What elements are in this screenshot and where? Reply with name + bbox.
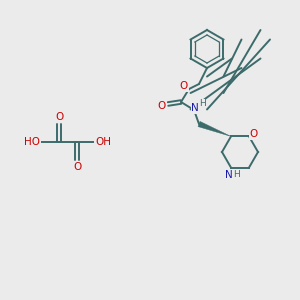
Text: N: N [225,169,233,180]
Text: O: O [180,81,188,91]
Text: N: N [191,103,199,113]
Text: O: O [55,112,63,122]
Text: H: H [199,100,206,109]
Text: H: H [232,170,239,179]
Polygon shape [198,122,231,136]
Text: O: O [250,129,258,140]
Text: OH: OH [95,137,111,147]
Text: O: O [73,162,81,172]
Text: O: O [158,101,166,111]
Text: HO: HO [24,137,40,147]
